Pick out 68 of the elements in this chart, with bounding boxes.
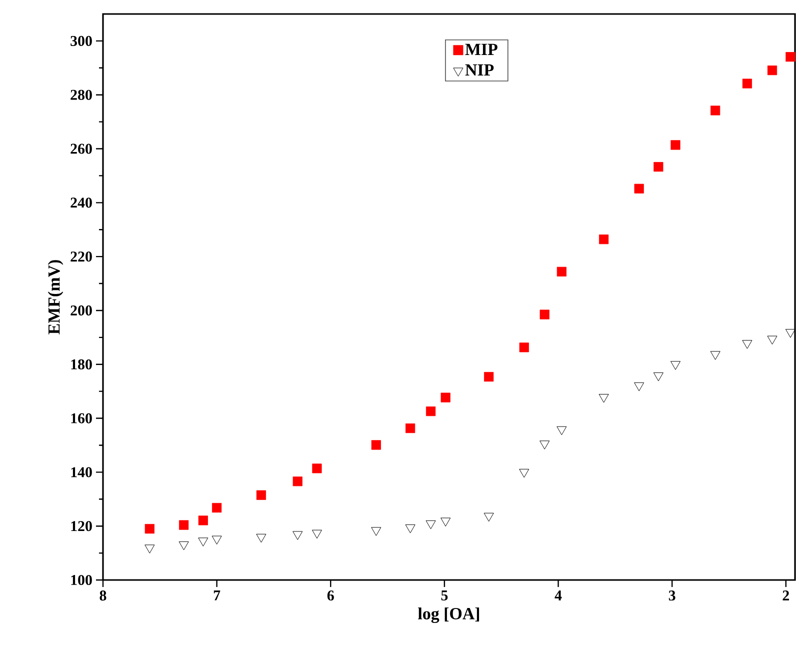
- y-axis-title: EMF(mV): [48, 260, 64, 334]
- point: [670, 140, 680, 150]
- point: [519, 342, 529, 352]
- x-tick-label: 2: [782, 590, 789, 600]
- point: [742, 78, 752, 88]
- y-tick-label: 160: [71, 413, 92, 424]
- point: [710, 106, 720, 116]
- point: [426, 406, 436, 416]
- point: [312, 530, 322, 539]
- point: [179, 520, 189, 530]
- point: [144, 544, 155, 554]
- point: [292, 476, 302, 486]
- legend-label: MIP: [465, 44, 498, 55]
- point: [292, 531, 303, 540]
- point: [556, 426, 567, 436]
- point: [767, 66, 778, 76]
- y-tick-label: 120: [71, 521, 92, 532]
- point: [212, 536, 222, 545]
- point: [484, 372, 494, 382]
- legend-label: NIP: [465, 64, 494, 76]
- point: [212, 502, 222, 513]
- point: [144, 524, 154, 534]
- point: [654, 162, 664, 172]
- point: [556, 266, 566, 276]
- point: [405, 524, 416, 534]
- y-tick-label: 220: [70, 252, 92, 262]
- y-tick-label: 140: [71, 467, 92, 478]
- point: [670, 361, 681, 370]
- y-tick-label: 280: [70, 90, 92, 100]
- point: [540, 310, 550, 320]
- point: [540, 440, 550, 450]
- point: [653, 372, 664, 382]
- y-tick-label: 200: [70, 305, 92, 316]
- point: [634, 184, 644, 194]
- point: [312, 464, 322, 474]
- point: [198, 516, 208, 526]
- point: [598, 234, 609, 244]
- point: [634, 382, 644, 392]
- x-tick-label: 4: [554, 590, 562, 600]
- x-tick-label: 7: [214, 590, 220, 600]
- point: [440, 518, 451, 526]
- point: [785, 329, 796, 338]
- point: [256, 534, 266, 543]
- x-tick-label: 6: [327, 590, 334, 601]
- point: [371, 440, 381, 450]
- point: [710, 351, 720, 360]
- y-tick-label: 180: [71, 359, 92, 370]
- x-axis-title: log [OA]: [418, 607, 480, 623]
- x-tick-label: 8: [100, 590, 106, 601]
- point: [767, 336, 778, 345]
- point: [742, 340, 752, 349]
- point: [198, 538, 208, 546]
- point: [484, 512, 494, 522]
- point: [371, 527, 382, 536]
- point: [178, 541, 189, 550]
- point: [519, 468, 530, 478]
- y-tick-label: 100: [71, 574, 92, 586]
- point: [598, 394, 609, 403]
- point: [426, 520, 436, 530]
- y-tick-label: 260: [70, 144, 92, 154]
- y-tick-label: 300: [70, 36, 92, 46]
- point: [256, 490, 266, 500]
- x-tick-label: 5: [441, 590, 448, 600]
- y-tick-label: 240: [70, 198, 92, 208]
- point: [786, 52, 796, 62]
- x-tick-label: 3: [668, 590, 676, 601]
- point: [440, 392, 450, 402]
- point: [405, 423, 416, 434]
